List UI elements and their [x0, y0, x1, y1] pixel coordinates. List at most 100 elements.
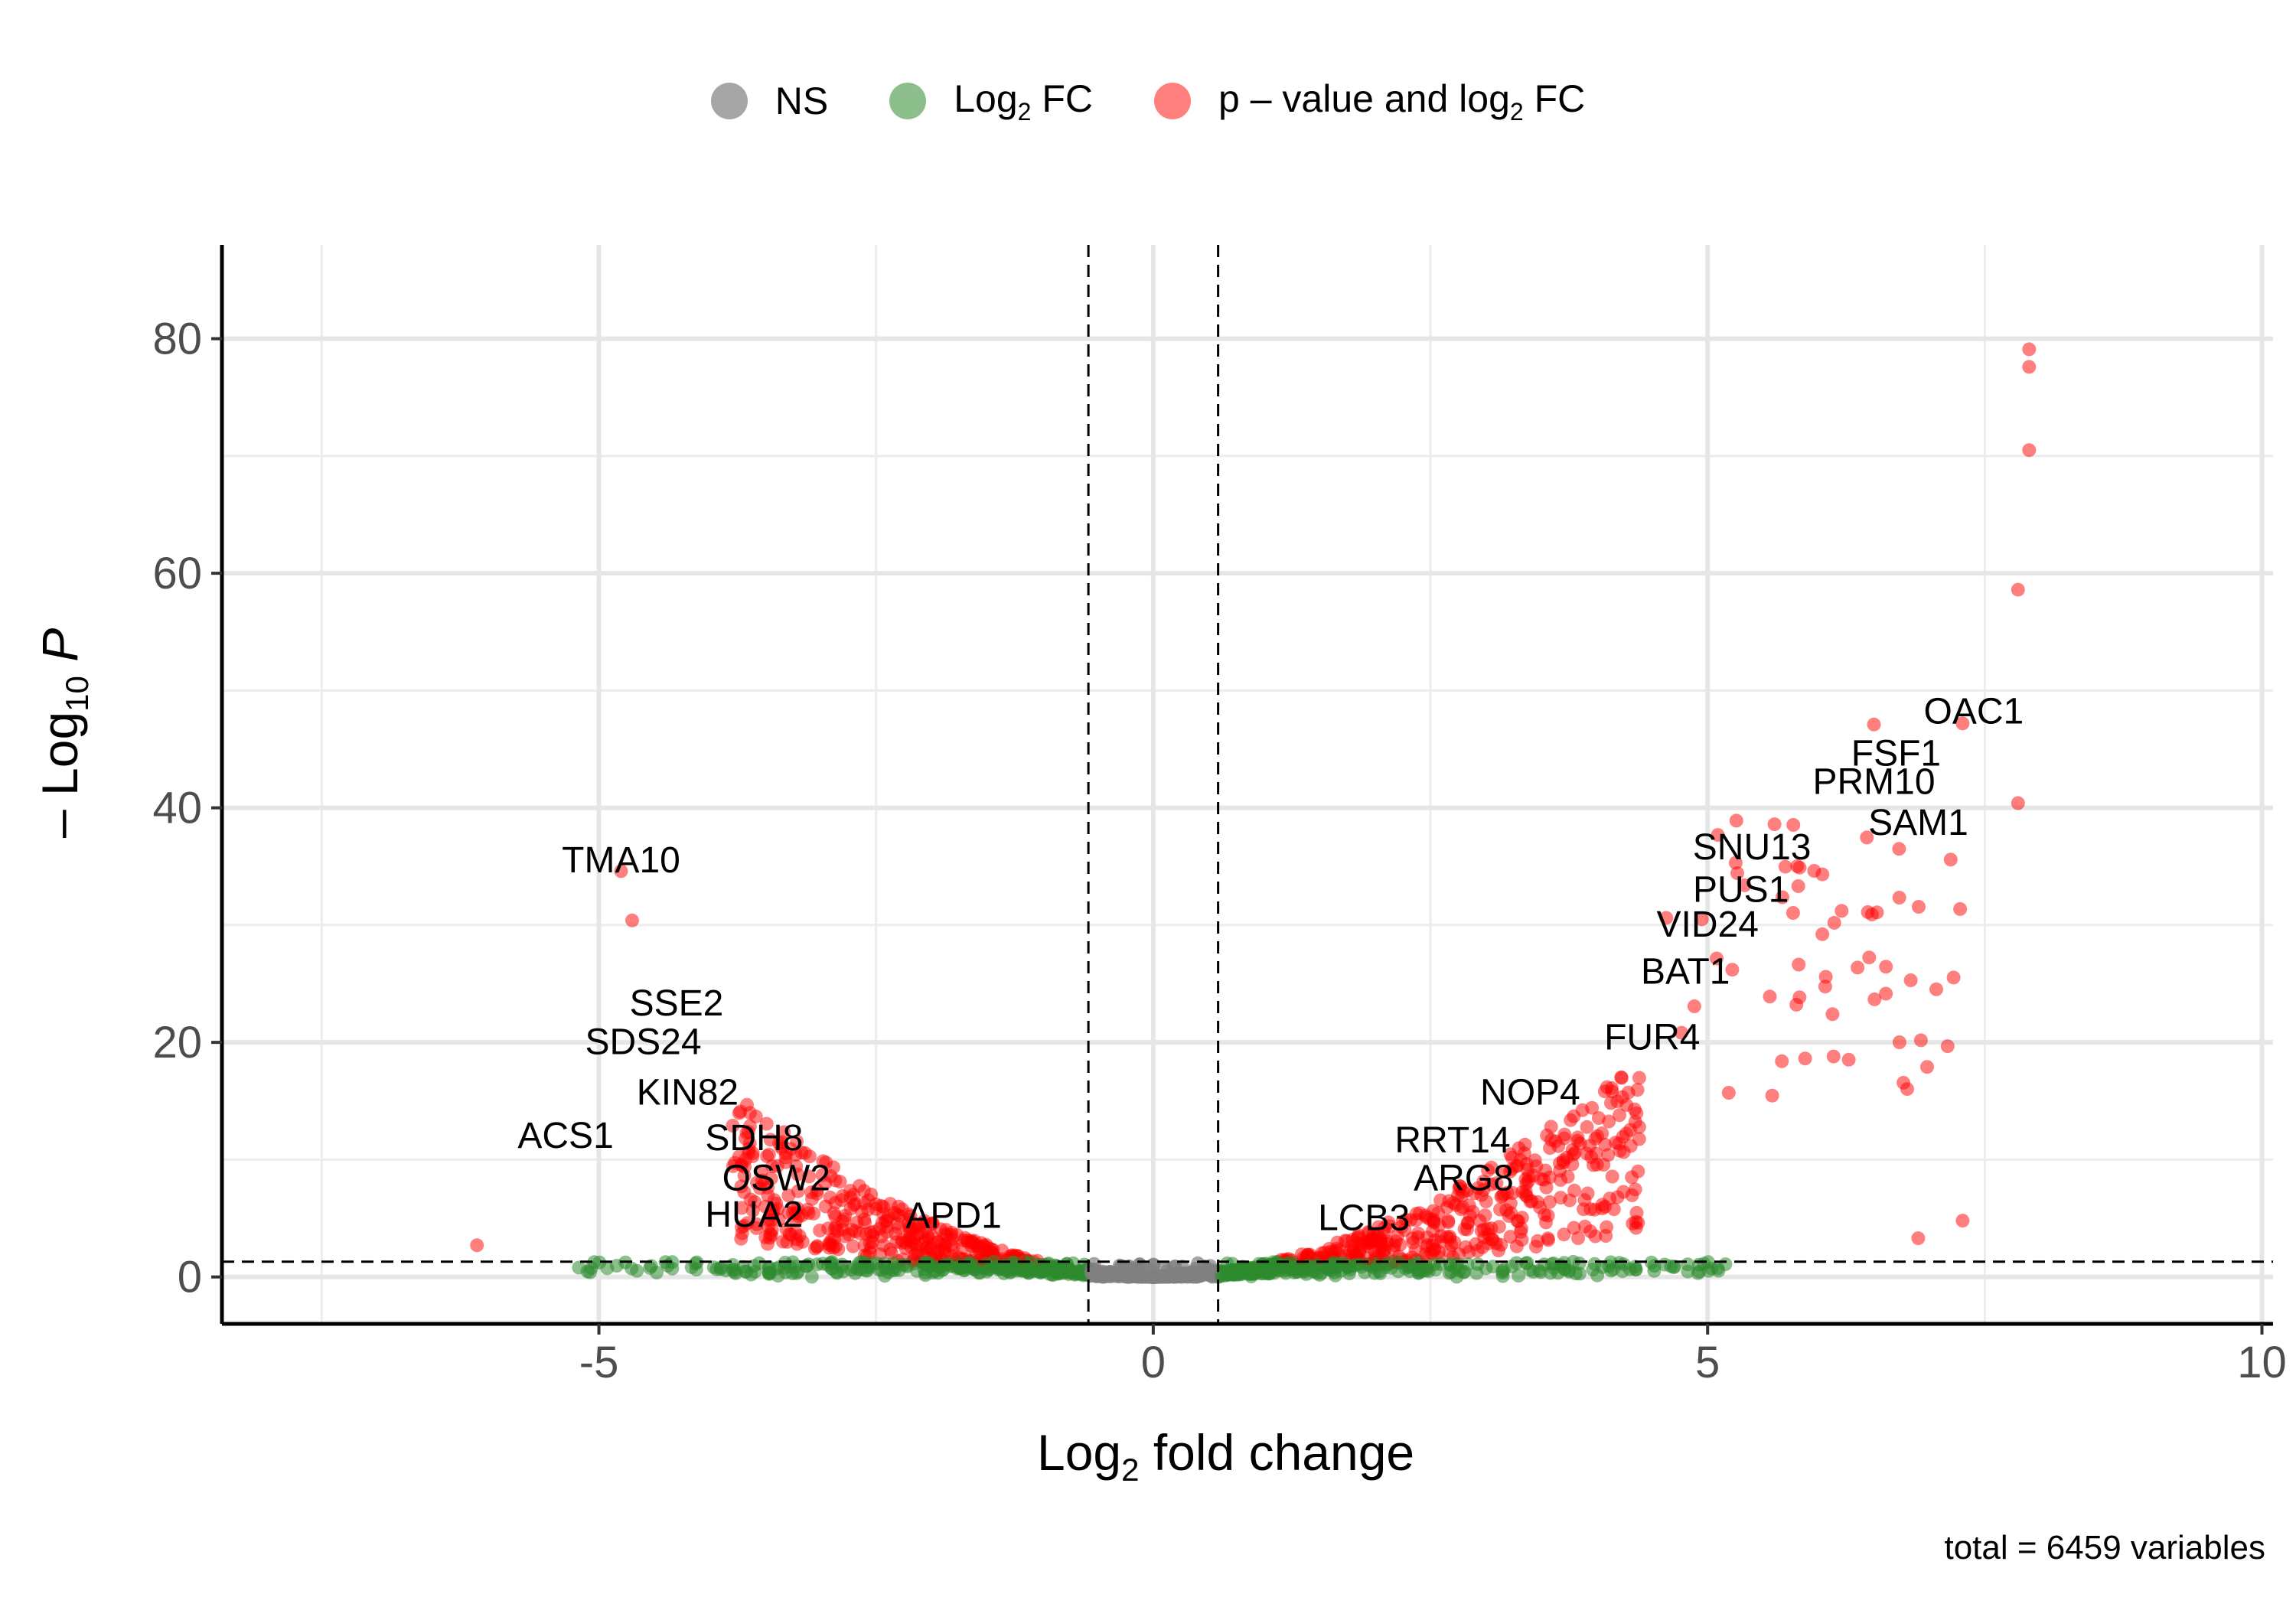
data-point — [1862, 950, 1877, 965]
data-point — [1625, 1188, 1639, 1202]
data-point — [810, 1186, 824, 1201]
data-point — [625, 913, 639, 927]
data-point — [1523, 1195, 1538, 1209]
x-tick-label: 0 — [1141, 1338, 1166, 1387]
axes: -5 0 5 10 0 20 40 60 80 — [152, 245, 2287, 1387]
data-point — [1827, 915, 1841, 930]
data-point — [916, 1216, 931, 1231]
data-point — [997, 1260, 1012, 1274]
legend-label-ns: NS — [775, 80, 829, 122]
legend-swatch-log2fc — [889, 83, 927, 119]
data-point — [1632, 1071, 1646, 1085]
data-point — [845, 1223, 859, 1237]
data-point — [1912, 900, 1926, 914]
data-point — [1567, 1146, 1582, 1160]
gene-label: NOP4 — [1480, 1072, 1580, 1113]
data-point — [2022, 360, 2037, 374]
data-point — [1492, 1244, 1505, 1258]
data-point — [1825, 1007, 1840, 1022]
data-point — [1728, 856, 1743, 870]
gene-label: SDH8 — [705, 1118, 803, 1159]
gene-label: LCB3 — [1318, 1198, 1410, 1238]
data-point — [1557, 1227, 1571, 1242]
data-point — [1351, 1230, 1365, 1244]
gene-label: FSF1 — [1851, 733, 1941, 774]
data-point — [1365, 1232, 1379, 1247]
data-point — [1066, 1256, 1081, 1270]
data-point — [1767, 817, 1782, 832]
data-point — [1352, 1243, 1367, 1257]
data-point — [1564, 1113, 1578, 1127]
data-point — [1453, 1179, 1467, 1194]
data-point — [1084, 1263, 1098, 1277]
data-point — [1953, 901, 1968, 916]
data-point — [1775, 890, 1789, 905]
data-point — [1730, 866, 1744, 880]
data-point — [1584, 1150, 1599, 1165]
data-point — [866, 1224, 881, 1239]
data-point — [869, 1201, 883, 1216]
data-point — [1616, 1129, 1630, 1144]
data-point — [822, 1240, 837, 1255]
data-point — [1659, 911, 1674, 925]
data-point — [1675, 1025, 1689, 1040]
data-point — [1632, 1132, 1646, 1146]
data-point — [1427, 1242, 1442, 1257]
data-point — [1603, 1255, 1618, 1270]
data-point — [819, 1156, 833, 1169]
data-point — [709, 1262, 724, 1276]
data-point — [1503, 1147, 1518, 1162]
data-point — [979, 1257, 993, 1271]
data-point — [1879, 986, 1893, 1001]
data-point — [804, 1270, 819, 1284]
gene-label: KIN82 — [637, 1072, 739, 1113]
y-tick-label: 20 — [152, 1018, 202, 1068]
data-point — [1778, 859, 1792, 874]
data-point — [753, 1181, 767, 1195]
data-point — [1529, 1240, 1543, 1254]
data-point — [1498, 1164, 1512, 1178]
x-tick-label: 5 — [1695, 1338, 1720, 1387]
data-point — [1920, 1060, 1934, 1074]
data-point — [763, 1133, 778, 1147]
data-point — [1892, 1035, 1906, 1049]
data-point — [1329, 1241, 1344, 1256]
data-point — [1571, 1231, 1585, 1245]
data-point — [1940, 1039, 1955, 1054]
data-point — [1022, 1260, 1036, 1275]
data-point — [1477, 1222, 1491, 1237]
data-point — [1616, 1264, 1629, 1279]
data-point — [759, 1116, 774, 1131]
data-point — [1826, 1049, 1841, 1064]
data-point — [1955, 1214, 1970, 1228]
data-point — [1610, 1094, 1625, 1109]
data-point — [1596, 1158, 1611, 1172]
gene-label: TMA10 — [562, 840, 680, 881]
caption: total = 6459 variables — [1944, 1529, 2265, 1566]
data-point — [1598, 1137, 1613, 1152]
data-point — [904, 1240, 918, 1254]
data-point — [1851, 960, 1865, 975]
data-point — [1103, 1267, 1117, 1282]
data-point — [1798, 1051, 1812, 1066]
data-point — [1763, 989, 1777, 1004]
data-point — [643, 1261, 657, 1275]
data-point — [1879, 960, 1893, 974]
data-point — [1578, 1219, 1592, 1234]
data-point — [1860, 830, 1874, 845]
legend-item-both: p – value and log2 FC — [1154, 77, 1585, 126]
data-point — [1469, 1266, 1484, 1280]
gene-label: SAM1 — [1868, 803, 1968, 843]
data-point — [1913, 1033, 1928, 1048]
data-point — [1382, 1219, 1397, 1234]
data-point — [815, 1168, 830, 1182]
data-point — [1870, 905, 1884, 920]
data-point — [1591, 1111, 1606, 1125]
gene-label: ACS1 — [517, 1116, 613, 1156]
gene-label: SNU13 — [1693, 827, 1812, 868]
data-point — [834, 1193, 849, 1208]
data-point — [1605, 1169, 1619, 1184]
data-point — [830, 1224, 844, 1238]
data-point — [1765, 1088, 1779, 1103]
